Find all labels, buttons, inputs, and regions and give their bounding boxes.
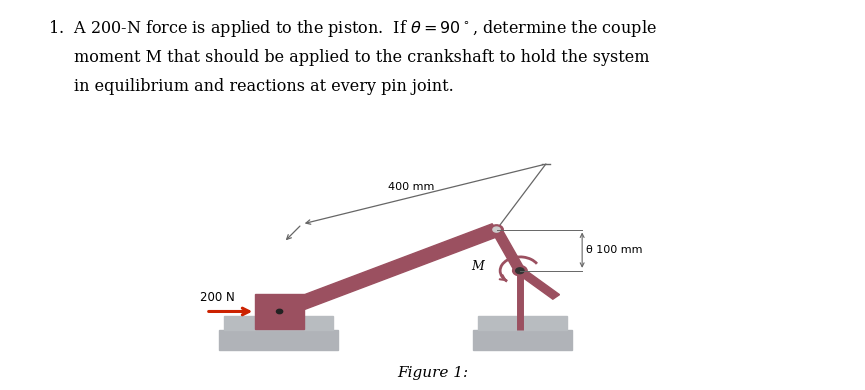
Text: M: M	[471, 260, 484, 273]
Text: moment M that should be applied to the crankshaft to hold the system: moment M that should be applied to the c…	[74, 49, 649, 66]
Bar	[224, 316, 333, 330]
Text: 200 N: 200 N	[200, 291, 234, 304]
Circle shape	[516, 268, 524, 274]
Text: 1.  A 200-N force is applied to the piston.  If $\theta = 90^\circ$, determine t: 1. A 200-N force is applied to the pisto…	[48, 18, 657, 39]
Text: Figure 1:: Figure 1:	[397, 366, 468, 380]
Polygon shape	[275, 224, 501, 317]
Circle shape	[277, 309, 283, 314]
Polygon shape	[491, 228, 525, 272]
Bar	[473, 330, 572, 350]
Text: 400 mm: 400 mm	[388, 182, 434, 192]
Circle shape	[513, 266, 527, 276]
Circle shape	[493, 227, 500, 232]
Bar	[219, 330, 338, 350]
Text: in equilibrium and reactions at every pin joint.: in equilibrium and reactions at every pi…	[74, 78, 453, 95]
Circle shape	[490, 225, 503, 234]
Bar	[478, 316, 567, 330]
Text: θ 100 mm: θ 100 mm	[586, 245, 643, 255]
Polygon shape	[516, 268, 560, 299]
Bar	[255, 294, 304, 329]
